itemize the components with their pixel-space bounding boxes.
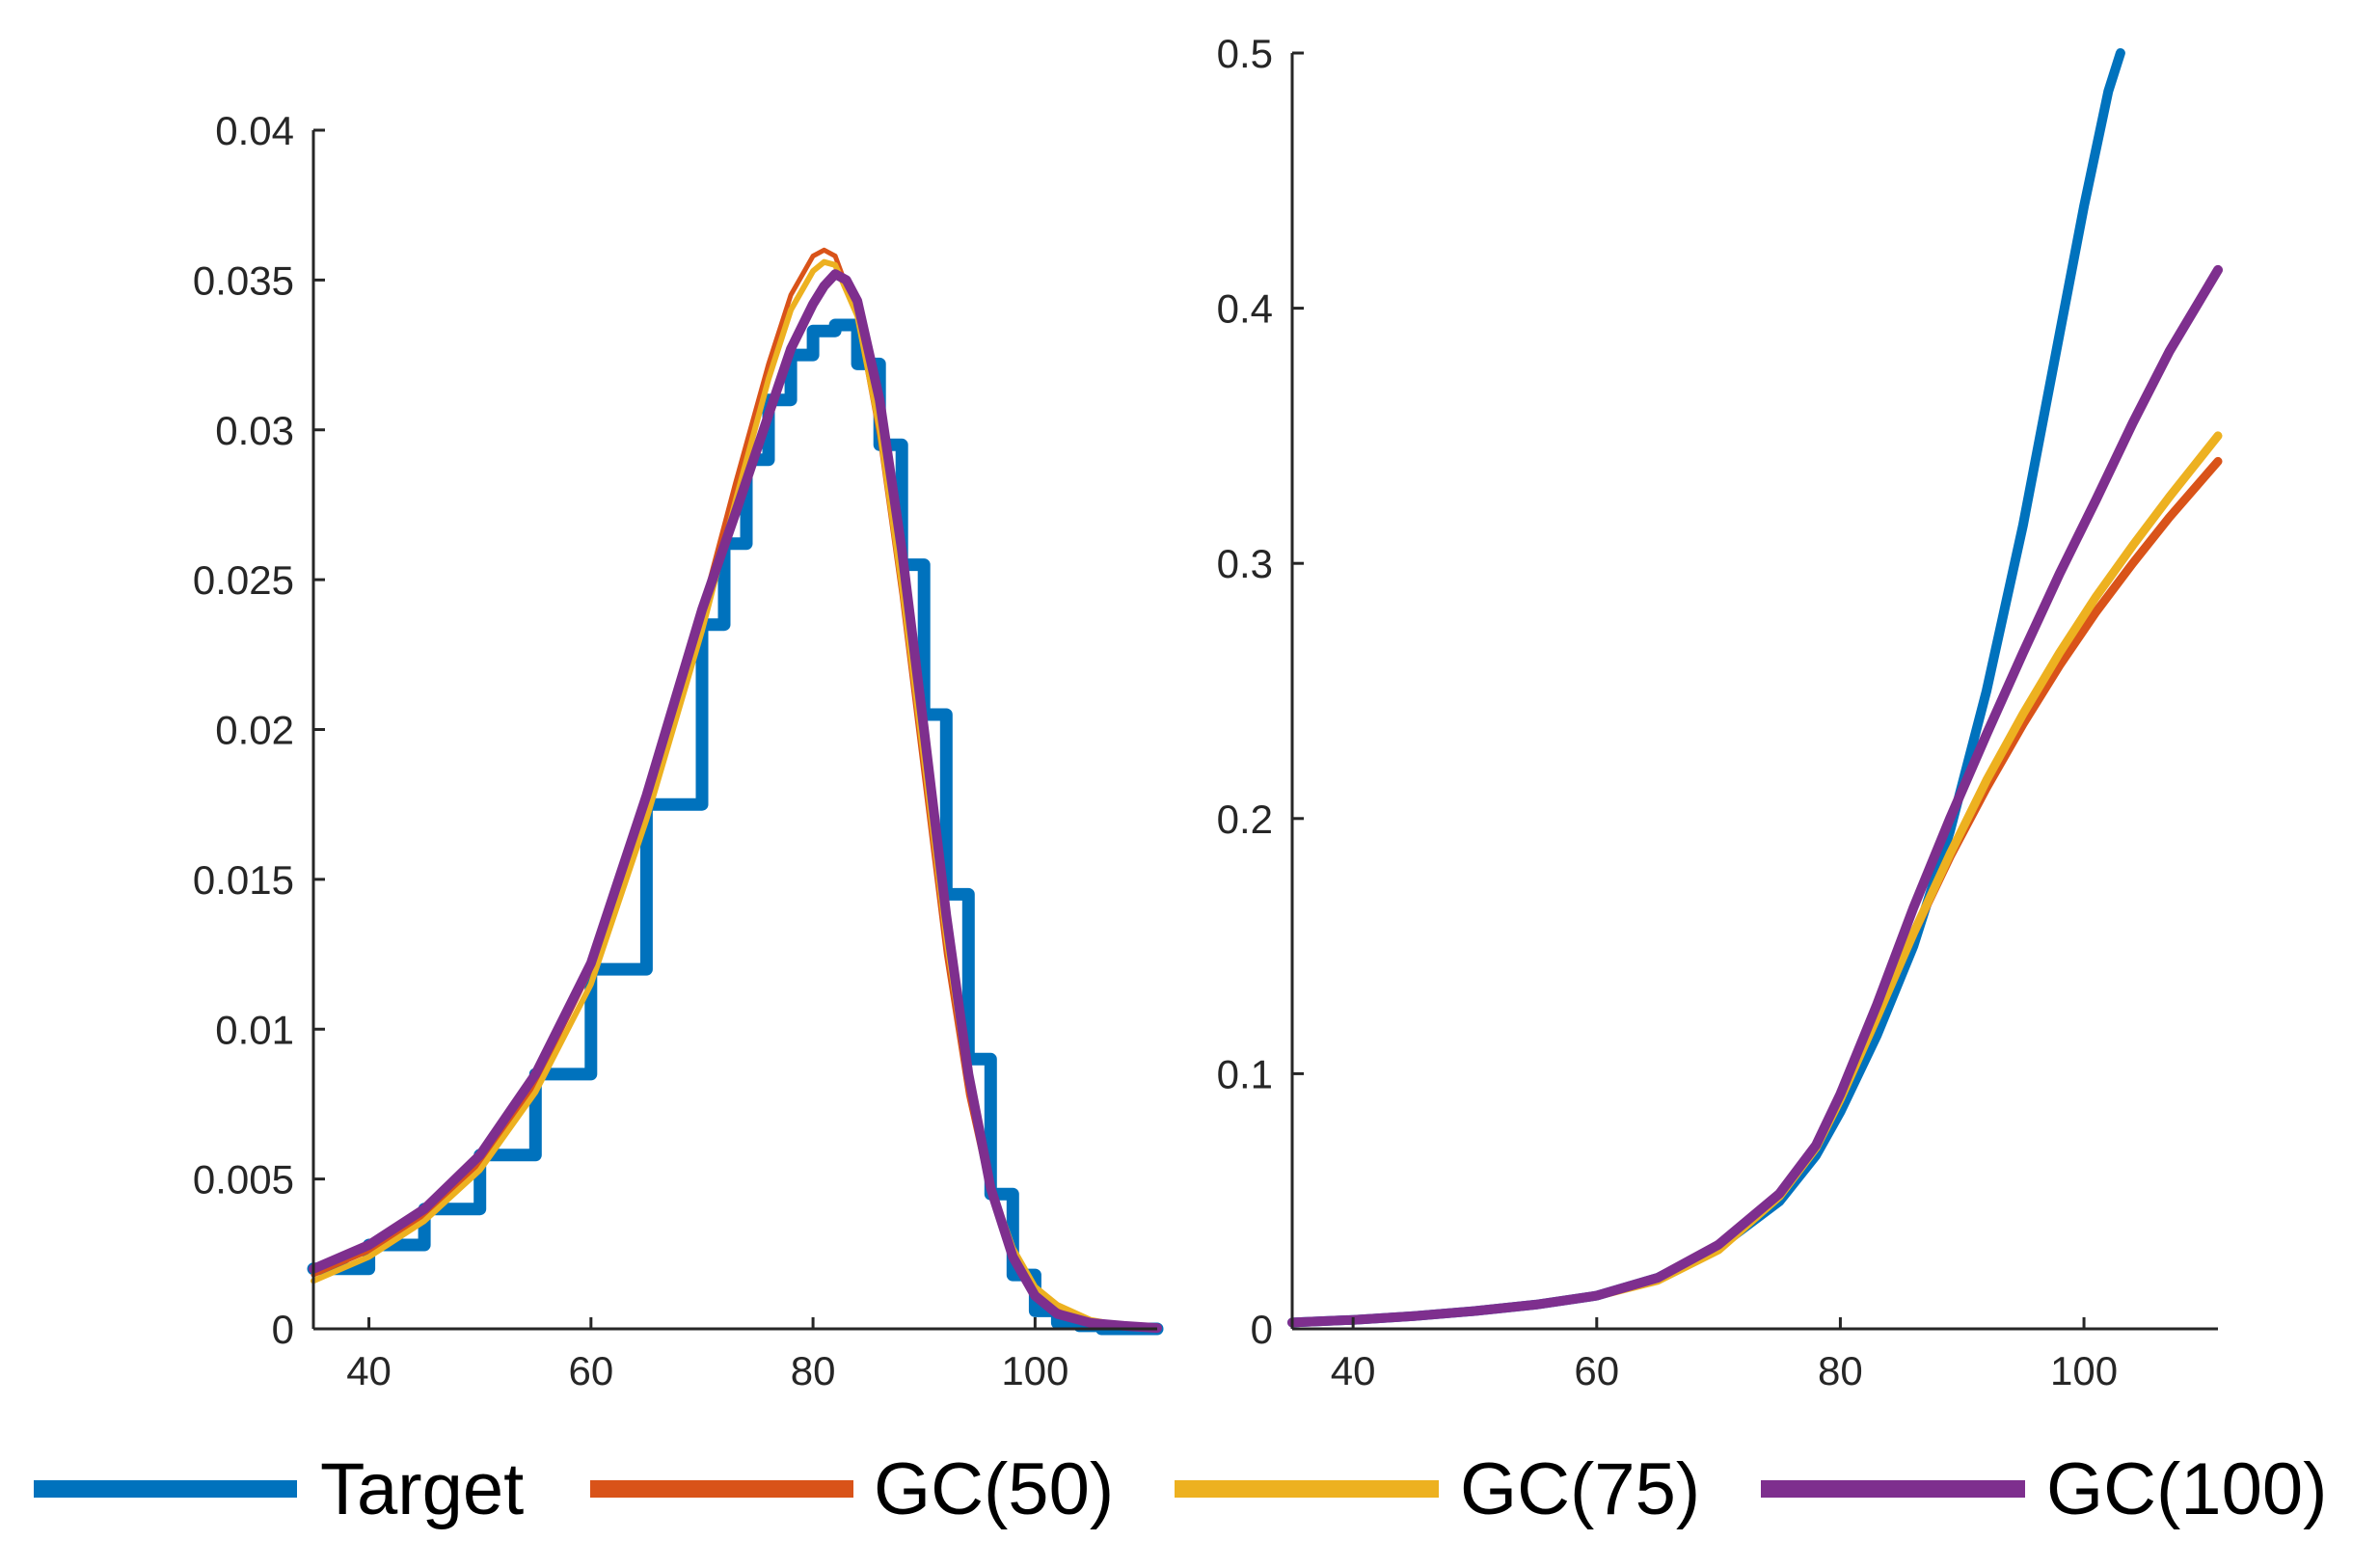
legend-label-gc100: GC(100)	[2046, 1448, 2327, 1530]
x-tick-label: 60	[1574, 1348, 1619, 1393]
x-tick-label: 80	[1818, 1348, 1863, 1393]
y-tick-label: 0.02	[215, 708, 294, 753]
series-line-gc50	[1287, 456, 2223, 1327]
legend-label-gc75: GC(75)	[1460, 1448, 1700, 1530]
legend: Target GC(50) GC(75) GC(100)	[34, 1448, 2327, 1530]
left-panel-pdf-chart: 0 0.005 0.01 0.015 0.02 0.025 0.03 0.035 0.04 40 6…	[193, 108, 1164, 1393]
x-tick-label: 40	[346, 1348, 392, 1393]
y-tick-label: 0.4	[1217, 286, 1273, 332]
series-line-gc100	[1287, 264, 2223, 1328]
x-tick-label: 60	[568, 1348, 613, 1393]
series-line-gc75	[311, 258, 1160, 1331]
x-tick-label: 100	[2050, 1348, 2118, 1393]
series-line-gc100	[309, 269, 1162, 1334]
x-tick-label: 100	[1001, 1348, 1068, 1393]
legend-label-gc50: GC(50)	[874, 1448, 1114, 1530]
x-tick-label: 80	[791, 1348, 836, 1393]
y-tick-label: 0.04	[215, 108, 294, 153]
y-tick-label: 0.3	[1217, 541, 1273, 586]
y-tick-label: 0.5	[1217, 31, 1273, 76]
y-tick-label: 0.025	[193, 557, 294, 603]
y-tick-label: 0	[1251, 1307, 1273, 1352]
right-panel-cdf-chart: 0 0.1 0.2 0.3 0.4 0.5 40 60 80 100	[1217, 31, 2223, 1393]
y-tick-label: 0.1	[1217, 1051, 1273, 1096]
y-tick-label: 0.015	[193, 857, 294, 903]
x-tick-label: 40	[1331, 1348, 1376, 1393]
legend-label-target: Target	[320, 1448, 524, 1530]
y-tick-label: 0.035	[193, 257, 294, 303]
series-line-target	[1287, 48, 2125, 1328]
y-tick-label: 0.2	[1217, 797, 1273, 842]
y-tick-label: 0.005	[193, 1157, 294, 1203]
y-tick-label: 0.03	[215, 408, 294, 453]
y-tick-label: 0.01	[215, 1007, 294, 1052]
y-tick-label: 0	[272, 1307, 294, 1352]
series-line-gc75	[1287, 431, 2223, 1327]
series-line-gc50	[311, 247, 1160, 1330]
